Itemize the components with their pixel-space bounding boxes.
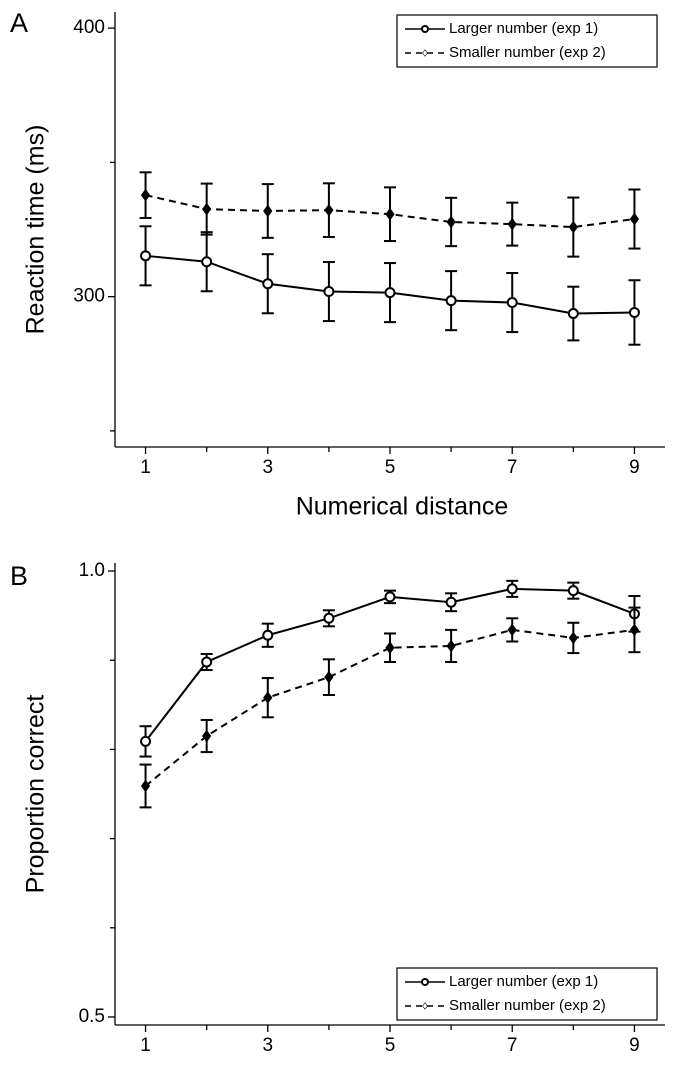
marker-circle	[421, 25, 429, 33]
y-tick-label: 0.5	[79, 1006, 105, 1027]
marker-diamond	[324, 670, 334, 684]
x-tick-label: 7	[507, 457, 518, 478]
marker-diamond	[422, 1002, 428, 1010]
marker-circle	[140, 735, 152, 747]
x-axis-title: Numerical distance	[296, 493, 509, 521]
marker-diamond	[629, 212, 640, 226]
marker-diamond	[507, 217, 517, 231]
marker-circle	[445, 596, 457, 608]
marker-circle	[323, 612, 335, 624]
marker-diamond	[568, 220, 578, 234]
marker-circle	[323, 286, 335, 298]
marker-circle	[567, 585, 579, 597]
marker-circle	[140, 250, 152, 262]
marker-diamond	[446, 215, 456, 229]
y-tick-label: 1.0	[79, 560, 105, 581]
legend-label: Smaller number (exp 2)	[449, 44, 606, 61]
x-tick-label: 5	[385, 1035, 396, 1056]
legend-label: Smaller number (exp 2)	[449, 997, 606, 1014]
marker-circle	[384, 591, 396, 603]
marker-diamond	[507, 623, 517, 637]
marker-diamond	[385, 207, 395, 221]
y-tick-label: 300	[73, 286, 105, 307]
marker-diamond	[202, 729, 212, 743]
x-tick-label: 9	[629, 1035, 640, 1056]
marker-diamond	[629, 623, 640, 637]
y-axis-title: Reaction time (ms)	[22, 125, 50, 335]
marker-diamond	[422, 49, 428, 57]
panel-label: A	[10, 8, 28, 38]
legend-box	[396, 14, 658, 68]
marker-circle	[506, 583, 518, 595]
marker-circle	[628, 306, 640, 318]
legend-label: Larger number (exp 1)	[449, 20, 598, 37]
marker-diamond	[140, 779, 151, 793]
x-tick-label: 3	[262, 457, 273, 478]
x-tick-label: 9	[629, 457, 640, 478]
marker-circle	[445, 295, 457, 307]
marker-diamond	[568, 631, 578, 645]
series-line	[144, 628, 635, 787]
y-tick-label: 400	[73, 17, 105, 38]
marker-circle	[262, 278, 274, 290]
series-line	[144, 587, 635, 742]
y-axis-title: Proportion correct	[22, 695, 50, 894]
panel-label: B	[10, 561, 28, 591]
legend-box	[396, 967, 658, 1021]
x-tick-label: 5	[385, 457, 396, 478]
marker-diamond	[263, 691, 273, 705]
x-tick-label: 7	[507, 1035, 518, 1056]
marker-diamond	[202, 202, 212, 216]
marker-circle	[567, 308, 579, 320]
marker-diamond	[446, 639, 456, 653]
marker-circle	[506, 297, 518, 309]
legend-label: Larger number (exp 1)	[449, 973, 598, 990]
marker-diamond	[140, 188, 151, 202]
marker-diamond	[385, 641, 395, 655]
x-tick-label: 1	[140, 457, 151, 478]
marker-circle	[201, 256, 213, 268]
marker-circle	[421, 978, 429, 986]
x-tick-label: 3	[262, 1035, 273, 1056]
x-tick-label: 1	[140, 1035, 151, 1056]
marker-circle	[262, 629, 274, 641]
marker-circle	[384, 287, 396, 299]
marker-circle	[201, 656, 213, 668]
marker-diamond	[263, 204, 273, 218]
marker-diamond	[324, 203, 334, 217]
